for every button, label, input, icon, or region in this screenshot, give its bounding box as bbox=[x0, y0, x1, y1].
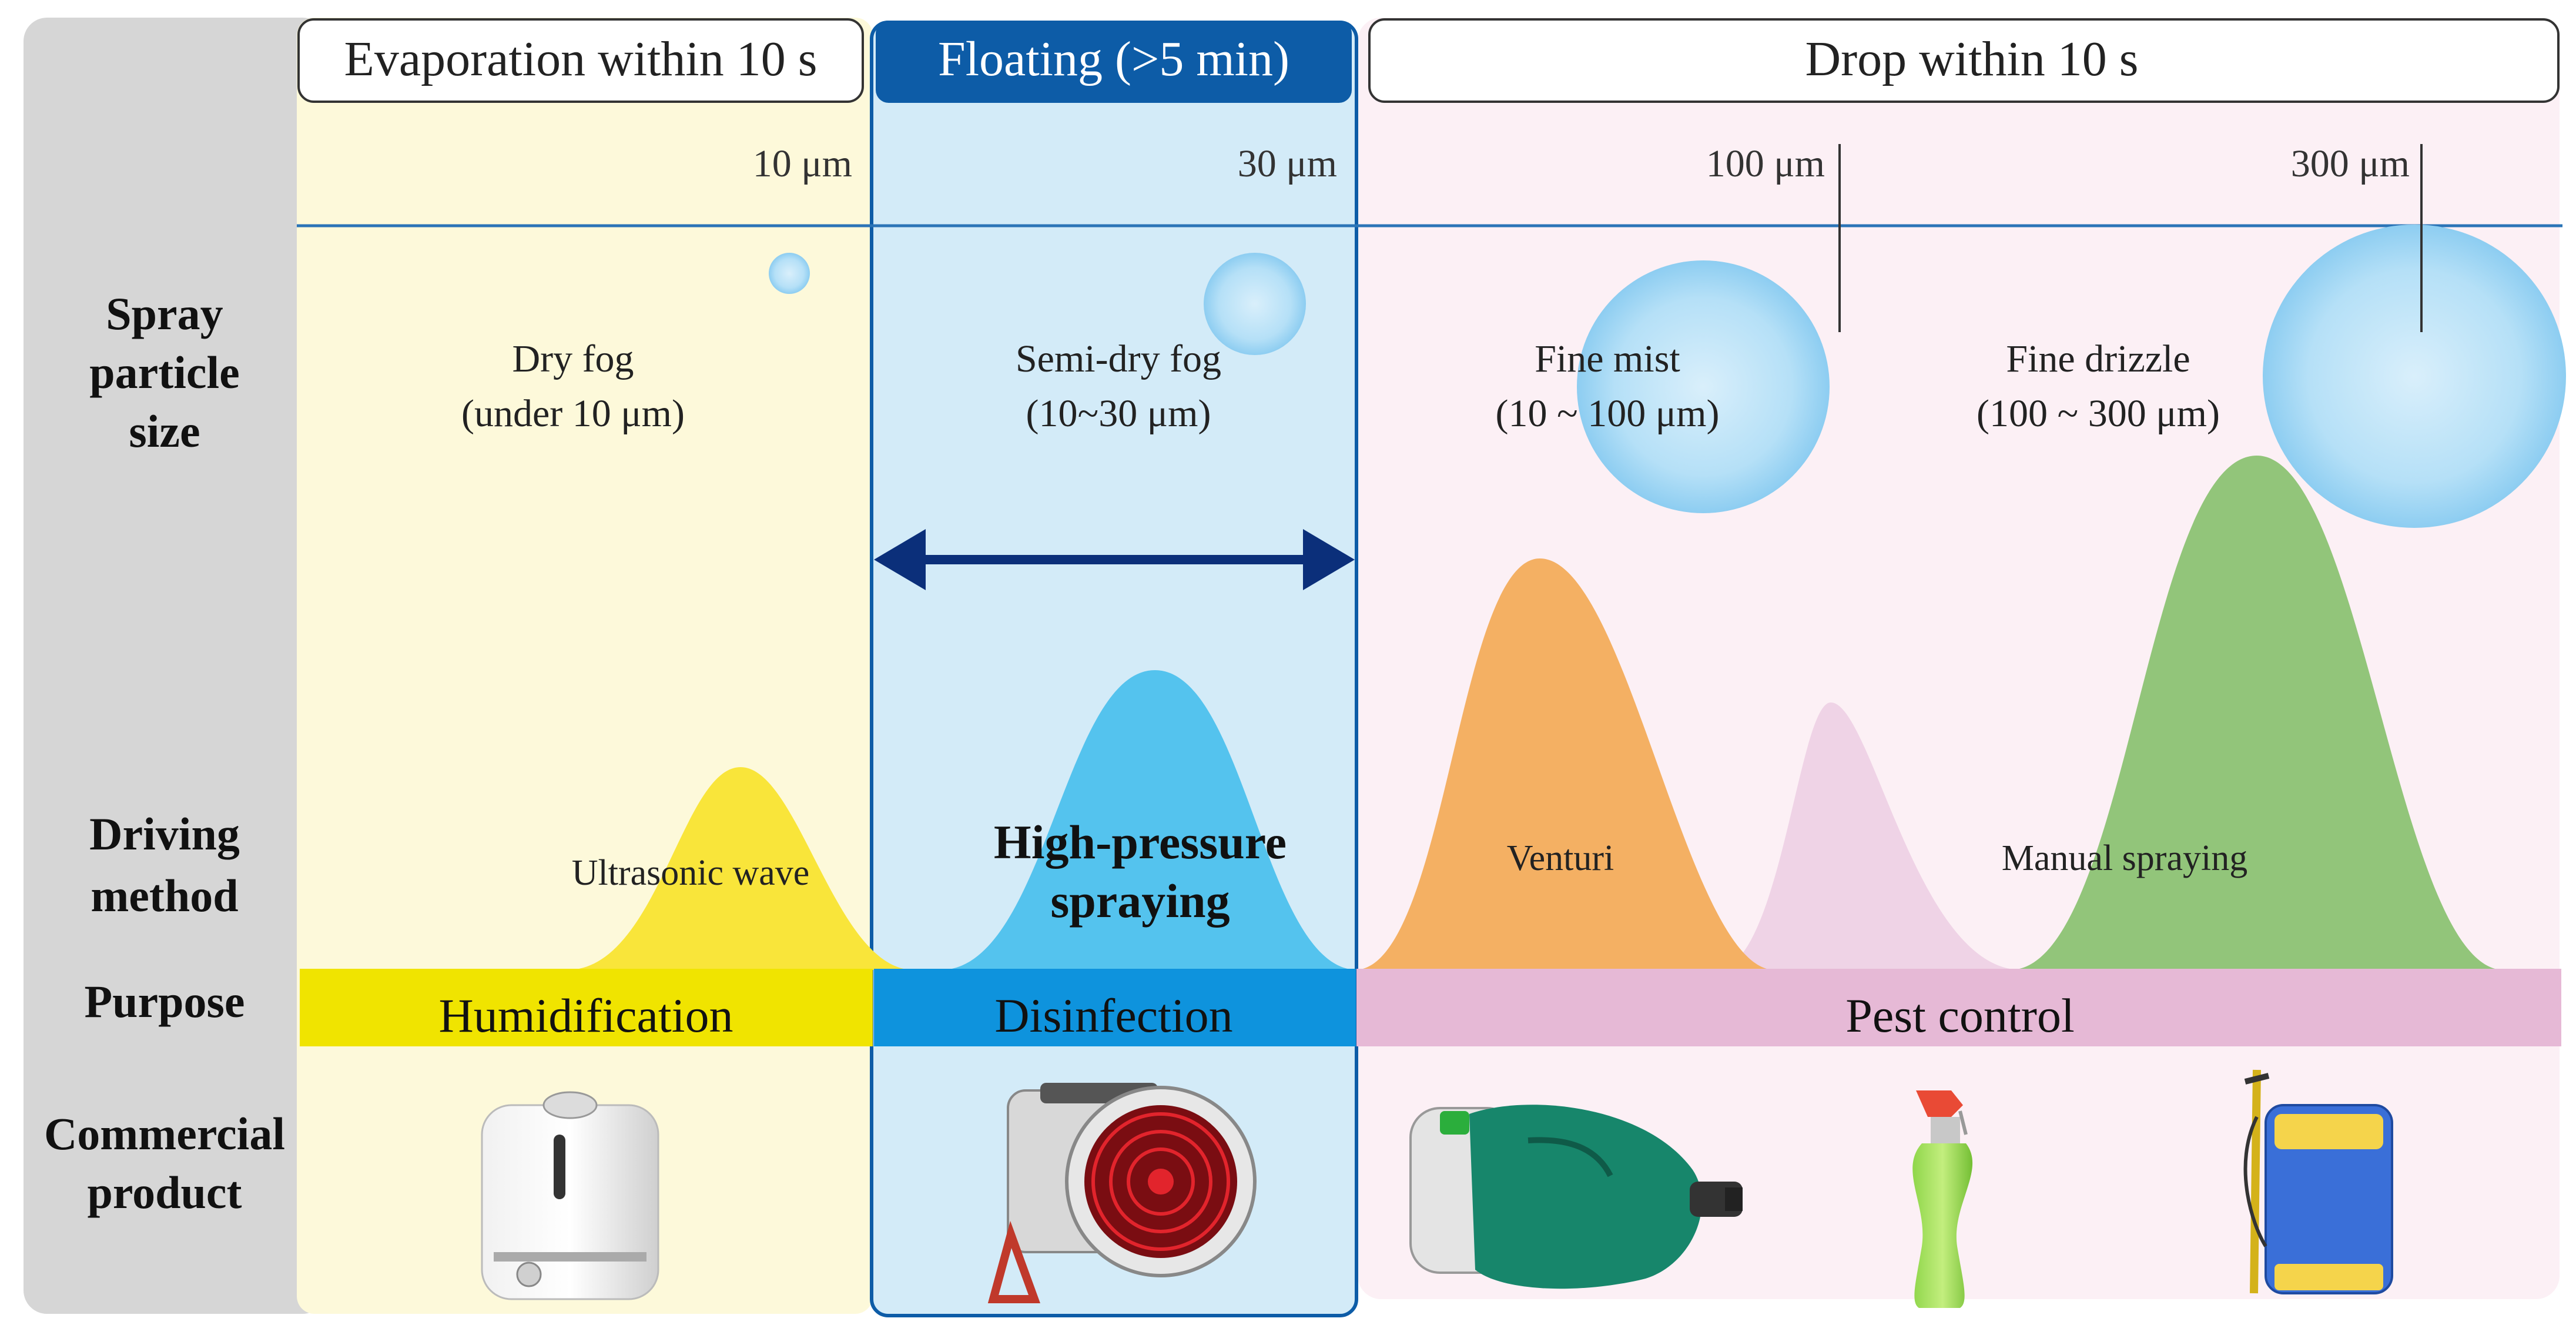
curve-ultrasonic-wave bbox=[567, 767, 914, 970]
category-name: Semi-dry fog bbox=[1016, 337, 1221, 380]
purpose-band-humidification bbox=[300, 969, 873, 1046]
floating-header bbox=[876, 21, 1352, 103]
row-label-commercial-line2: product bbox=[88, 1167, 242, 1218]
category-range: (100 ~ 300 μm) bbox=[1977, 392, 2220, 435]
driving-label-venturi: Venturi bbox=[1507, 838, 1614, 878]
driving-label-manual: Manual spraying bbox=[2002, 838, 2247, 878]
droplet-100um bbox=[1577, 260, 1830, 513]
purpose-pest-control: Pest control bbox=[1845, 989, 2074, 1042]
floating-range-arrow bbox=[874, 529, 1355, 590]
particle-category-fine-mist: Fine mist (10 ~ 100 μm) bbox=[1496, 337, 1720, 435]
category-name: Fine drizzle bbox=[2006, 337, 2190, 380]
row-label-spray-line2: particle bbox=[89, 347, 240, 398]
curve-pink bbox=[1716, 702, 2022, 970]
category-name: Dry fog bbox=[512, 337, 634, 380]
product-humidifier bbox=[481, 1091, 659, 1300]
product-handheld-fogger bbox=[1409, 1105, 1743, 1289]
evaporation-header-text: Evaporation within 10 s bbox=[344, 32, 818, 86]
category-range: (10 ~ 100 μm) bbox=[1496, 392, 1720, 435]
driving-label-high-pressure-line2: spraying bbox=[1050, 874, 1230, 928]
product-backpack-sprayer bbox=[2243, 1069, 2393, 1294]
row-label-commercial-line1: Commercial bbox=[44, 1108, 285, 1159]
floating-header-text: Floating (>5 min) bbox=[938, 32, 1289, 86]
row-label-spray-line1: Spray bbox=[106, 288, 223, 339]
drop-header bbox=[1368, 18, 2560, 103]
size-marker-30: 30 μm bbox=[1238, 142, 1337, 185]
row-label-driving-line1: Driving bbox=[89, 808, 240, 859]
row-label-purpose: Purpose bbox=[85, 976, 245, 1027]
curve-manual-spraying bbox=[2010, 456, 2504, 970]
category-range: (10~30 μm) bbox=[1026, 392, 1211, 435]
droplet-30um bbox=[1204, 253, 1306, 355]
product-fan-sprayer bbox=[987, 1083, 1257, 1303]
size-marker-10: 10 μm bbox=[753, 142, 852, 185]
purpose-disinfection: Disinfection bbox=[994, 989, 1232, 1042]
droplet-10um bbox=[769, 253, 810, 294]
size-marker-100: 100 μm bbox=[1706, 142, 1825, 185]
product-spray-bottle bbox=[1912, 1090, 1973, 1308]
row-label-spray-line3: size bbox=[129, 406, 200, 457]
particle-category-dry-fog: Dry fog (under 10 μm) bbox=[461, 337, 685, 435]
purpose-band-pest-control bbox=[1356, 969, 2561, 1046]
purpose-band-disinfection bbox=[874, 969, 1356, 1046]
particle-category-semi-dry-fog: Semi-dry fog (10~30 μm) bbox=[1016, 337, 1221, 435]
particle-category-fine-drizzle: Fine drizzle (100 ~ 300 μm) bbox=[1977, 337, 2220, 435]
curve-high-pressure-spraying bbox=[940, 670, 1358, 970]
curve-venturi bbox=[1355, 558, 1775, 970]
category-name: Fine mist bbox=[1535, 337, 1680, 380]
driving-label-high-pressure-line1: High-pressure bbox=[994, 815, 1287, 869]
droplet-300um bbox=[2263, 225, 2566, 528]
row-label-driving-line2: method bbox=[91, 870, 238, 921]
row-label-sidebar bbox=[24, 18, 326, 1314]
driving-label-ultrasonic: Ultrasonic wave bbox=[572, 853, 810, 893]
purpose-humidification: Humidification bbox=[438, 989, 733, 1042]
drop-header-text: Drop within 10 s bbox=[1805, 32, 2139, 86]
size-marker-300: 300 μm bbox=[2291, 142, 2410, 185]
evaporation-header bbox=[297, 18, 864, 103]
category-range: (under 10 μm) bbox=[461, 392, 685, 435]
